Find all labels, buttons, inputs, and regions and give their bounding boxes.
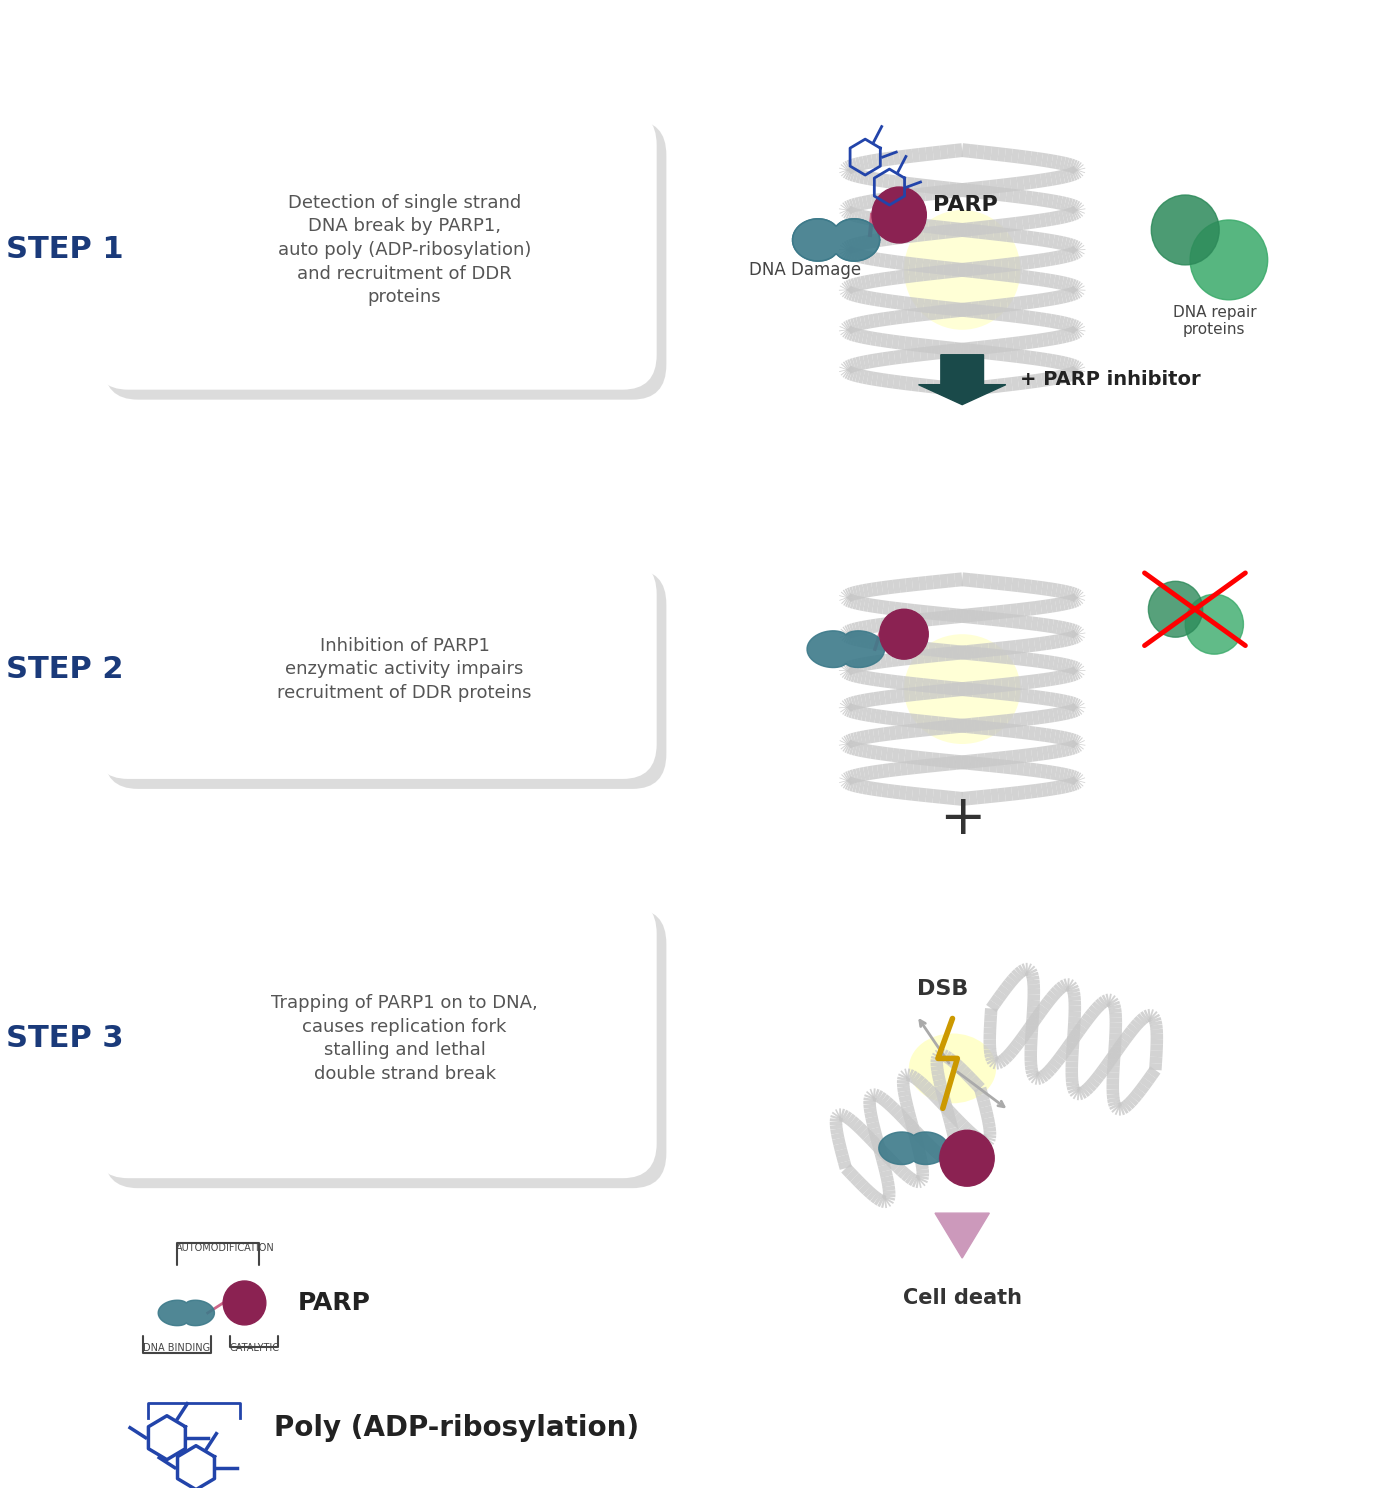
- Text: + PARP inhibitor: + PARP inhibitor: [1021, 371, 1201, 389]
- Ellipse shape: [904, 634, 1021, 744]
- Text: PARP: PARP: [298, 1291, 371, 1315]
- Polygon shape: [792, 219, 879, 261]
- Polygon shape: [806, 631, 885, 667]
- FancyBboxPatch shape: [94, 560, 657, 779]
- Text: DNA repair
proteins: DNA repair proteins: [1173, 305, 1256, 337]
- Circle shape: [879, 609, 928, 660]
- Text: AUTOMODIFICATION: AUTOMODIFICATION: [176, 1243, 274, 1254]
- Text: DNA Damage: DNA Damage: [749, 261, 861, 278]
- Text: STEP 2: STEP 2: [7, 655, 123, 683]
- Polygon shape: [918, 354, 1005, 405]
- Circle shape: [1151, 195, 1219, 265]
- Text: +: +: [939, 792, 986, 846]
- Polygon shape: [158, 1300, 214, 1325]
- Text: Cell death: Cell death: [903, 1288, 1022, 1307]
- FancyBboxPatch shape: [94, 110, 657, 390]
- Circle shape: [1186, 594, 1243, 654]
- Text: CATALYTIC: CATALYTIC: [230, 1343, 279, 1354]
- Text: DNA BINDING: DNA BINDING: [143, 1343, 210, 1354]
- FancyBboxPatch shape: [94, 899, 657, 1178]
- Polygon shape: [935, 1214, 990, 1258]
- Text: DSB: DSB: [917, 978, 969, 999]
- Polygon shape: [879, 1132, 949, 1164]
- Circle shape: [223, 1281, 266, 1325]
- Text: Detection of single strand
DNA break by PARP1,
auto poly (ADP-ribosylation)
and : Detection of single strand DNA break by …: [277, 194, 531, 307]
- Text: Poly (ADP-ribosylation): Poly (ADP-ribosylation): [273, 1413, 638, 1441]
- FancyBboxPatch shape: [104, 908, 666, 1188]
- Circle shape: [1190, 220, 1267, 299]
- FancyBboxPatch shape: [104, 569, 666, 789]
- Text: PARP: PARP: [932, 195, 998, 214]
- Text: STEP 1: STEP 1: [6, 235, 123, 265]
- Circle shape: [872, 188, 927, 243]
- Text: Inhibition of PARP1
enzymatic activity impairs
recruitment of DDR proteins: Inhibition of PARP1 enzymatic activity i…: [277, 636, 532, 701]
- Ellipse shape: [909, 1033, 997, 1103]
- Text: STEP 3: STEP 3: [7, 1024, 123, 1053]
- Ellipse shape: [904, 210, 1021, 329]
- FancyBboxPatch shape: [104, 121, 666, 399]
- Circle shape: [939, 1130, 994, 1187]
- Text: Trapping of PARP1 on to DNA,
causes replication fork
stalling and lethal
double : Trapping of PARP1 on to DNA, causes repl…: [272, 995, 538, 1083]
- Circle shape: [1148, 581, 1203, 637]
